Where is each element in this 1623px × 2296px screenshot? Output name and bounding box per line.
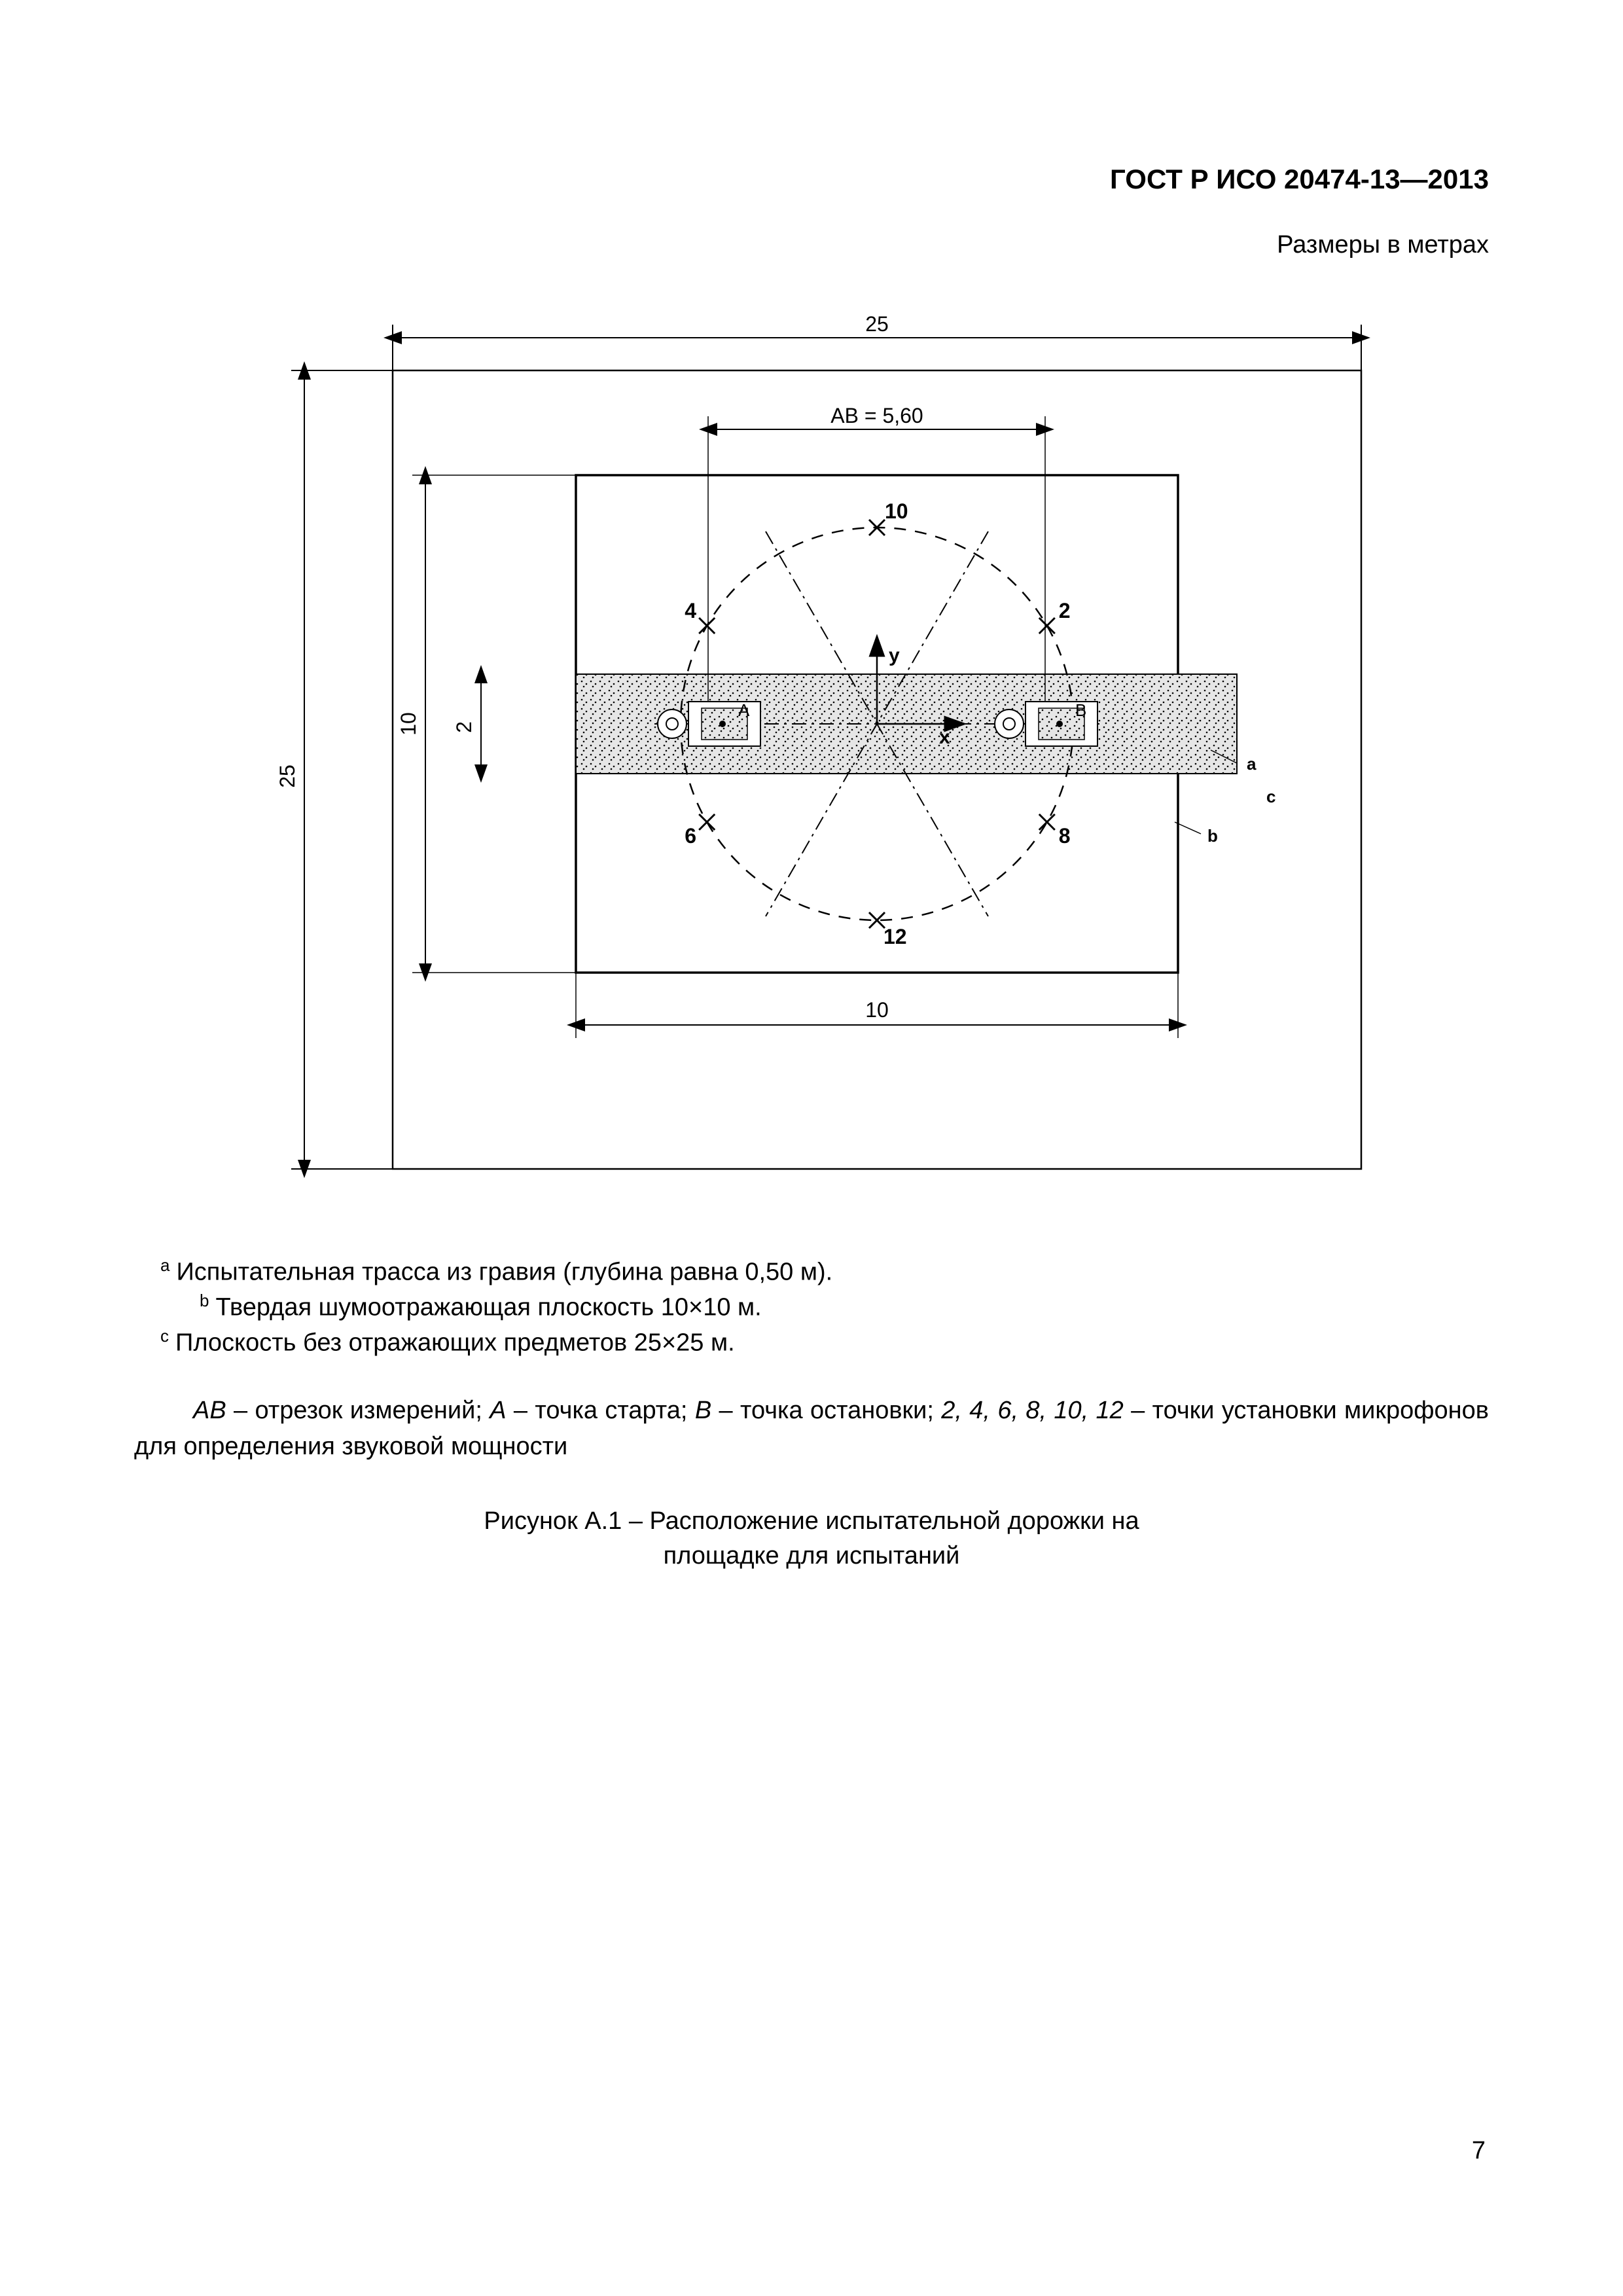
callout-c: c: [1266, 787, 1275, 806]
mic-point-12: 12: [869, 912, 907, 948]
mic-point-4: 4: [685, 599, 715, 634]
note-b-sup: b: [200, 1291, 209, 1310]
dim-25-top: 25: [865, 312, 889, 336]
legend-a-txt: – точка старта;: [507, 1397, 695, 1424]
note-b: Твердая шумоотражающая плоскость 10×10 м…: [215, 1294, 761, 1321]
caption-line1: Рисунок А.1 – Расположение испытательной…: [484, 1507, 1139, 1535]
note-c-sup: c: [160, 1326, 169, 1346]
note-c: Плоскость без отражающих предметов 25×25…: [175, 1329, 735, 1357]
callout-a: a: [1247, 754, 1257, 774]
units-note: Размеры в метрах: [134, 231, 1489, 259]
svg-text:12: 12: [883, 925, 907, 948]
figure-container: 25 25 10 2: [134, 285, 1489, 1202]
point-b-label: B: [1075, 700, 1086, 720]
axis-y-label: y: [889, 645, 900, 666]
svg-text:4: 4: [685, 599, 696, 622]
mic-point-2: 2: [1039, 599, 1071, 634]
mic-point-8: 8: [1039, 814, 1071, 848]
legend-paragraph: AB – отрезок измерений; A – точка старта…: [134, 1393, 1489, 1465]
svg-text:2: 2: [1059, 599, 1071, 622]
legend-b-txt: – точка остановки;: [711, 1397, 941, 1424]
test-track-diagram: 25 25 10 2: [223, 285, 1400, 1202]
callout-b: b: [1207, 826, 1218, 846]
svg-text:8: 8: [1059, 824, 1071, 848]
legend-ab: AB: [193, 1397, 226, 1424]
dim-10-bottom: 10: [865, 998, 889, 1022]
figure-caption: Рисунок А.1 – Расположение испытательной…: [134, 1504, 1489, 1573]
legend-b: B: [695, 1397, 711, 1424]
legend-ab-txt: – отрезок измерений;: [226, 1397, 490, 1424]
doc-header: ГОСТ Р ИСО 20474-13—2013: [134, 164, 1489, 195]
note-a-sup: a: [160, 1255, 169, 1275]
caption-line2: площадке для испытаний: [664, 1542, 960, 1570]
dim-ab: AB = 5,60: [830, 404, 923, 427]
dim-10-left: 10: [397, 712, 420, 736]
point-a-label: A: [738, 700, 750, 720]
mic-point-6: 6: [685, 814, 715, 848]
svg-text:6: 6: [685, 824, 696, 848]
legend-a: A: [490, 1397, 506, 1424]
note-a: Испытательная трасса из гравия (глубина …: [176, 1259, 832, 1286]
page-number: 7: [1472, 2137, 1486, 2165]
legend-nums: 2, 4, 6, 8, 10, 12: [941, 1397, 1124, 1424]
dim-25-left: 25: [276, 764, 299, 788]
dim-2-gravel: 2: [452, 721, 476, 733]
axis-x-label: x: [939, 726, 950, 748]
footnotes: a Испытательная трасса из гравия (глубина…: [160, 1254, 1489, 1360]
svg-text:10: 10: [885, 499, 908, 523]
